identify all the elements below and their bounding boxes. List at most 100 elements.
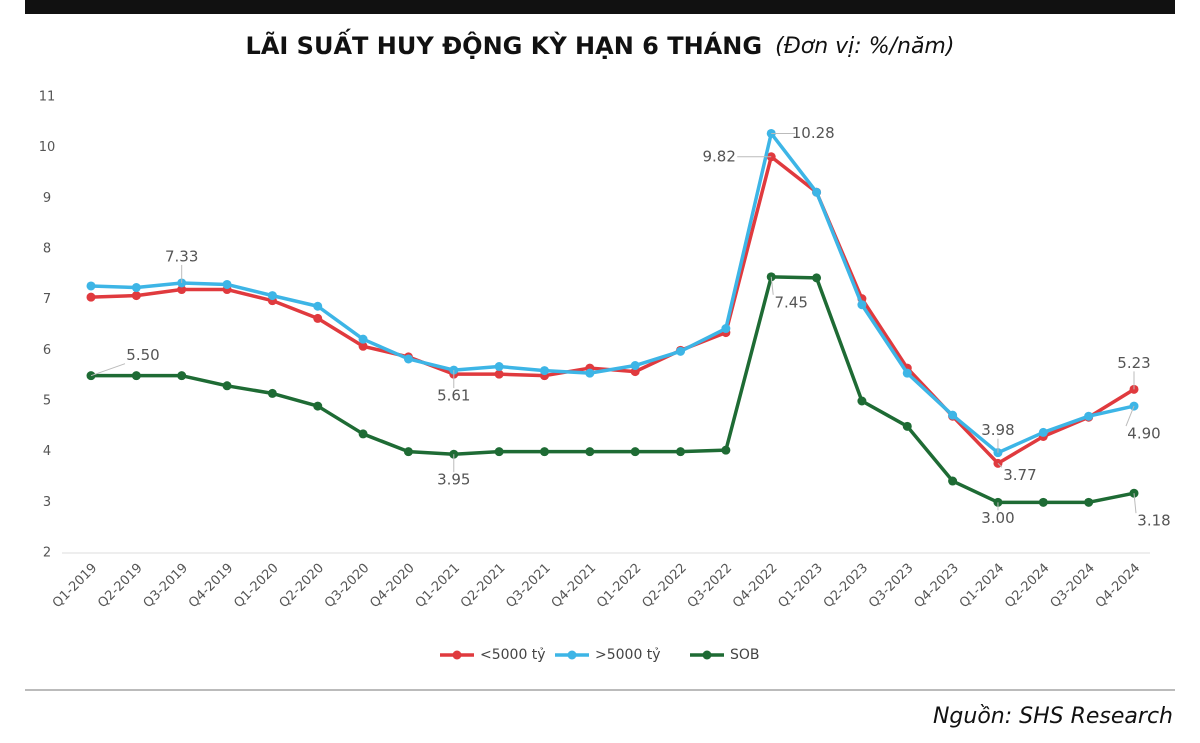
point: [131, 371, 141, 381]
y-tick-label: 2: [43, 546, 51, 561]
leader: [997, 462, 1003, 468]
value-label: 3.18: [1137, 512, 1170, 530]
point: [630, 361, 640, 371]
point: [630, 447, 640, 457]
x-tick-label: Q2-2022: [639, 561, 689, 611]
point: [358, 334, 368, 344]
value-label: 5.50: [126, 346, 159, 364]
x-tick-label: Q3-2024: [1048, 561, 1098, 611]
legend-label: SOB: [730, 647, 760, 663]
x-tick-label: Q3-2020: [322, 561, 372, 611]
point: [585, 447, 595, 457]
subtitle: (Đơn vị: %/năm): [775, 34, 954, 59]
point: [902, 421, 912, 431]
x-tick-label: Q4-2020: [367, 561, 417, 611]
x-tick-label: Q2-2023: [821, 561, 871, 611]
title: LÃI SUẤT HUY ĐỘNG KỲ HẠN 6 THÁNG: [246, 27, 763, 60]
point: [131, 283, 141, 293]
series-line: [90, 131, 1135, 455]
point: [494, 447, 504, 457]
point: [131, 291, 141, 301]
legend-dot: [567, 650, 577, 660]
point: [494, 369, 504, 379]
point: [812, 187, 822, 197]
point: [1038, 427, 1048, 437]
point: [857, 396, 867, 406]
value-label: 3.00: [981, 509, 1014, 527]
value-label: 3.95: [437, 471, 470, 489]
point: [812, 273, 822, 283]
value-label: 9.82: [703, 147, 736, 165]
x-tick-label: Q4-2024: [1093, 561, 1143, 611]
y-tick-label: 4: [43, 444, 51, 459]
point: [721, 445, 731, 455]
y-tick-label: 11: [39, 90, 56, 105]
x-tick-label: Q1-2021: [413, 561, 463, 611]
top-bar: [25, 0, 1175, 14]
point: [1084, 497, 1094, 507]
point: [403, 354, 413, 364]
x-tick-label: Q3-2021: [503, 561, 553, 611]
series-line: [91, 275, 1135, 505]
point: [1038, 497, 1048, 507]
leader: [1133, 493, 1137, 514]
legend-label: >5000 tỷ: [595, 647, 661, 663]
point: [585, 368, 595, 378]
point: [857, 300, 867, 310]
point: [902, 368, 912, 378]
x-tick-label: Q4-2019: [186, 561, 236, 611]
x-tick-label: Q2-2024: [1002, 561, 1052, 611]
point: [539, 447, 549, 457]
value-label: 4.90: [1127, 425, 1160, 443]
point: [177, 285, 187, 295]
x-tick-label: Q1-2020: [231, 561, 281, 611]
x-tick-label: Q1-2019: [50, 561, 100, 611]
point: [222, 279, 232, 289]
point: [86, 281, 96, 291]
point: [313, 313, 323, 323]
source: Nguồn: SHS Research: [933, 704, 1173, 729]
y-tick-label: 8: [43, 242, 51, 257]
point: [494, 362, 504, 372]
point: [222, 381, 232, 391]
y-tick-label: 9: [43, 191, 51, 206]
y-tick-label: 10: [39, 140, 56, 155]
value-label: 10.28: [792, 124, 835, 142]
y-tick-label: 3: [43, 495, 51, 510]
chart-title: LÃI SUẤT HUY ĐỘNG KỲ HẠN 6 THÁNG (Đơn vị…: [246, 27, 955, 60]
point: [267, 388, 277, 398]
x-tick-label: Q4-2023: [912, 561, 962, 611]
value-label: 3.98: [981, 421, 1014, 439]
point: [313, 401, 323, 411]
point: [403, 447, 413, 457]
leader: [1125, 405, 1135, 427]
series-line: [90, 155, 1135, 466]
point: [721, 324, 731, 334]
point: [358, 429, 368, 439]
value-label: 5.61: [437, 387, 470, 405]
y-tick-label: 6: [43, 343, 51, 358]
x-tick-label: Q4-2021: [549, 561, 599, 611]
legend-dot: [702, 650, 712, 660]
value-label: 7.45: [775, 293, 808, 311]
y-tick-label: 5: [43, 394, 51, 409]
value-label: 3.77: [1003, 466, 1036, 484]
x-tick-label: Q1-2024: [957, 561, 1007, 611]
leader: [770, 276, 774, 295]
point: [267, 291, 277, 301]
value-label: 7.33: [165, 247, 198, 265]
x-tick-label: Q1-2023: [775, 561, 825, 611]
leader: [90, 363, 126, 377]
x-tick-label: Q3-2022: [685, 561, 735, 611]
x-tick-label: Q2-2019: [95, 561, 145, 611]
point: [676, 346, 686, 356]
point: [948, 476, 958, 486]
x-tick-label: Q2-2021: [458, 561, 508, 611]
point: [313, 301, 323, 311]
point: [177, 371, 187, 381]
x-tick-label: Q1-2022: [594, 561, 644, 611]
point: [358, 341, 368, 351]
y-tick-label: 7: [43, 292, 51, 307]
point: [86, 292, 96, 302]
